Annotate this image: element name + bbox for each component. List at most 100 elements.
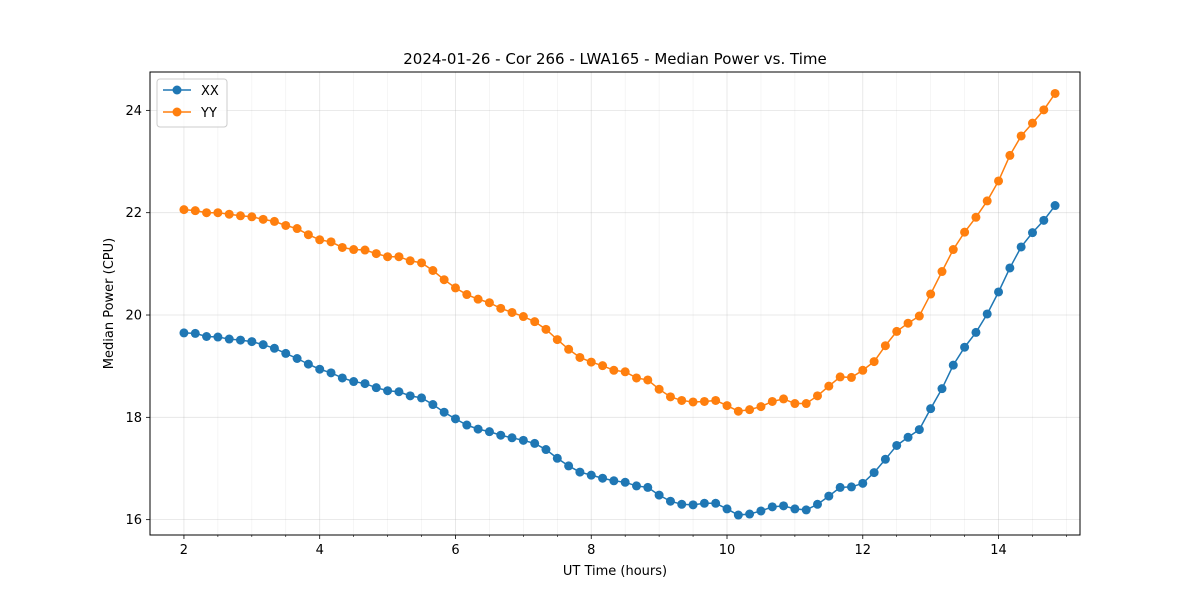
data-point-xx	[213, 332, 223, 342]
data-point-yy	[982, 196, 992, 206]
data-point-xx	[1016, 242, 1026, 252]
series-yy	[179, 88, 1060, 416]
data-point-xx	[1050, 201, 1060, 211]
data-point-yy	[518, 312, 528, 322]
data-point-yy	[190, 206, 200, 216]
data-point-yy	[609, 365, 619, 375]
data-point-yy	[405, 256, 415, 266]
legend-marker-yy	[172, 107, 182, 117]
data-point-yy	[835, 372, 845, 382]
legend-label-yy: YY	[200, 106, 217, 121]
data-point-yy	[914, 311, 924, 321]
data-point-xx	[1027, 228, 1037, 238]
data-point-xx	[632, 481, 642, 491]
data-point-xx	[711, 498, 721, 508]
data-point-yy	[846, 372, 856, 382]
data-point-xx	[371, 383, 381, 393]
data-point-yy	[552, 335, 562, 345]
data-point-xx	[575, 467, 585, 477]
y-tick-label: 24	[125, 104, 142, 119]
data-point-xx	[733, 510, 743, 520]
data-point-xx	[722, 504, 732, 514]
data-point-yy	[541, 324, 551, 334]
data-point-xx	[337, 373, 347, 383]
data-point-yy	[303, 230, 313, 240]
data-point-yy	[315, 235, 325, 245]
data-point-xx	[439, 407, 449, 417]
data-point-xx	[484, 427, 494, 437]
data-point-yy	[880, 341, 890, 351]
data-point-yy	[937, 267, 947, 277]
data-point-xx	[202, 331, 212, 341]
data-point-yy	[394, 252, 404, 262]
data-point-xx	[858, 478, 868, 488]
y-axis-label: Median Power (CPU)	[102, 238, 117, 369]
data-point-xx	[417, 393, 427, 403]
data-point-yy	[733, 406, 743, 416]
data-point-xx	[450, 414, 460, 424]
x-tick-label: 6	[451, 543, 459, 558]
data-point-xx	[507, 433, 517, 443]
data-point-yy	[1050, 88, 1060, 98]
data-point-xx	[496, 430, 506, 440]
data-point-xx	[292, 353, 302, 363]
data-point-yy	[960, 227, 970, 237]
data-point-yy	[417, 258, 427, 268]
data-point-xx	[190, 328, 200, 338]
data-point-yy	[428, 266, 438, 276]
data-point-xx	[892, 440, 902, 450]
data-point-yy	[745, 405, 755, 415]
data-point-yy	[202, 208, 212, 218]
data-point-yy	[496, 303, 506, 313]
data-point-xx	[281, 348, 291, 358]
data-point-xx	[235, 335, 245, 345]
data-point-xx	[982, 309, 992, 319]
data-point-xx	[665, 496, 675, 506]
data-point-yy	[439, 275, 449, 285]
data-point-yy	[677, 395, 687, 405]
data-point-xx	[688, 500, 698, 510]
data-point-xx	[835, 482, 845, 492]
x-axis-label: UT Time (hours)	[563, 564, 667, 579]
data-point-yy	[892, 326, 902, 336]
data-point-xx	[779, 501, 789, 511]
data-point-yy	[213, 208, 223, 218]
data-point-yy	[326, 237, 336, 247]
data-point-xx	[179, 328, 189, 338]
data-point-xx	[994, 287, 1004, 297]
data-point-xx	[258, 340, 268, 350]
data-point-yy	[722, 401, 732, 411]
x-tick-label: 8	[587, 543, 595, 558]
data-point-yy	[971, 212, 981, 222]
data-point-xx	[824, 491, 834, 501]
data-point-xx	[326, 368, 336, 378]
data-point-yy	[337, 242, 347, 252]
data-point-yy	[1039, 105, 1049, 115]
data-point-yy	[869, 357, 879, 367]
data-point-yy	[530, 317, 540, 327]
data-point-xx	[609, 476, 619, 486]
data-point-yy	[994, 176, 1004, 186]
data-point-yy	[926, 289, 936, 299]
data-point-xx	[869, 468, 879, 478]
legend: XX YY	[156, 78, 228, 128]
data-point-yy	[620, 367, 630, 377]
data-point-yy	[360, 245, 370, 255]
data-point-yy	[688, 397, 698, 407]
data-point-yy	[269, 216, 279, 226]
data-point-yy	[371, 249, 381, 259]
data-point-yy	[665, 392, 675, 402]
data-point-xx	[383, 386, 393, 396]
data-point-yy	[767, 396, 777, 406]
y-tick-label: 18	[125, 411, 142, 426]
data-point-xx	[564, 461, 574, 471]
plot-area-frame	[149, 71, 1081, 536]
data-point-xx	[428, 400, 438, 410]
data-point-xx	[224, 334, 234, 344]
x-tick-label: 12	[855, 543, 872, 558]
data-point-xx	[462, 420, 472, 430]
data-point-xx	[1005, 263, 1015, 273]
data-point-yy	[349, 245, 359, 255]
data-point-yy	[462, 290, 472, 300]
data-point-xx	[699, 498, 709, 508]
